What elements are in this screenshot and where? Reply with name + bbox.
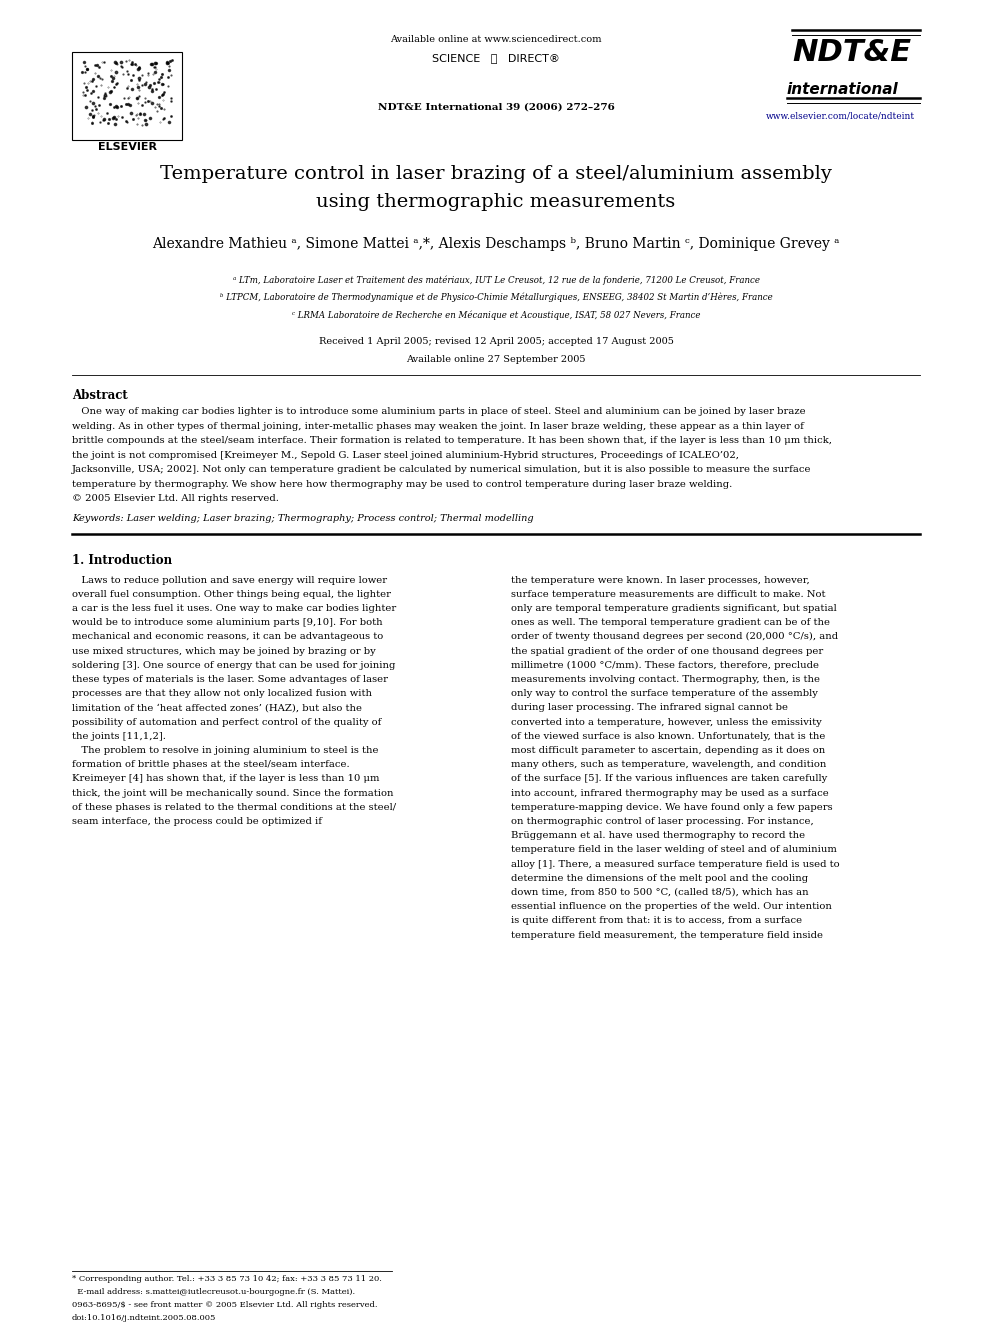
Text: ᶜ LRMA Laboratoire de Recherche en Mécanique et Acoustique, ISAT, 58 027 Nevers,: ᶜ LRMA Laboratoire de Recherche en Mécan…: [292, 310, 700, 319]
Text: millimetre (1000 °C/mm). These factors, therefore, preclude: millimetre (1000 °C/mm). These factors, …: [511, 660, 819, 669]
Text: Kreimeyer [4] has shown that, if the layer is less than 10 μm: Kreimeyer [4] has shown that, if the lay…: [72, 774, 380, 783]
Text: the spatial gradient of the order of one thousand degrees per: the spatial gradient of the order of one…: [511, 647, 823, 655]
Text: * Corresponding author. Tel.: +33 3 85 73 10 42; fax: +33 3 85 73 11 20.: * Corresponding author. Tel.: +33 3 85 7…: [72, 1275, 382, 1283]
Text: temperature by thermography. We show here how thermography may be used to contro: temperature by thermography. We show her…: [72, 479, 732, 488]
Text: the joints [11,1,2].: the joints [11,1,2].: [72, 732, 166, 741]
Text: measurements involving contact. Thermography, then, is the: measurements involving contact. Thermogr…: [511, 675, 820, 684]
Text: down time, from 850 to 500 °C, (called t8/5), which has an: down time, from 850 to 500 °C, (called t…: [511, 888, 808, 897]
Text: ᵃ LTm, Laboratoire Laser et Traitement des matériaux, IUT Le Creusot, 12 rue de : ᵃ LTm, Laboratoire Laser et Traitement d…: [232, 275, 760, 284]
Text: ᵇ LTPCM, Laboratoire de Thermodynamique et de Physico-Chimie Métallurgiques, ENS: ᵇ LTPCM, Laboratoire de Thermodynamique …: [219, 292, 773, 302]
Text: using thermographic measurements: using thermographic measurements: [316, 193, 676, 210]
Text: Temperature control in laser brazing of a steel/aluminium assembly: Temperature control in laser brazing of …: [160, 165, 832, 183]
Text: NDT&E International 39 (2006) 272–276: NDT&E International 39 (2006) 272–276: [378, 103, 614, 112]
Text: many others, such as temperature, wavelength, and condition: many others, such as temperature, wavele…: [511, 761, 826, 769]
Text: order of twenty thousand degrees per second (20,000 °C/s), and: order of twenty thousand degrees per sec…: [511, 632, 838, 642]
Bar: [72, 52, 182, 140]
Text: essential influence on the properties of the weld. Our intention: essential influence on the properties of…: [511, 902, 832, 912]
Text: temperature-mapping device. We have found only a few papers: temperature-mapping device. We have foun…: [511, 803, 832, 812]
Text: 1. Introduction: 1. Introduction: [72, 553, 173, 566]
Text: ones as well. The temporal temperature gradient can be of the: ones as well. The temporal temperature g…: [511, 618, 830, 627]
Text: Available online 27 September 2005: Available online 27 September 2005: [407, 355, 585, 364]
Text: Jacksonville, USA; 2002]. Not only can temperature gradient be calculated by num: Jacksonville, USA; 2002]. Not only can t…: [72, 464, 811, 474]
Text: into account, infrared thermography may be used as a surface: into account, infrared thermography may …: [511, 789, 828, 798]
Text: processes are that they allow not only localized fusion with: processes are that they allow not only l…: [72, 689, 372, 699]
Text: use mixed structures, which may be joined by brazing or by: use mixed structures, which may be joine…: [72, 647, 376, 655]
Text: NDT&E: NDT&E: [792, 38, 911, 67]
Text: overall fuel consumption. Other things being equal, the lighter: overall fuel consumption. Other things b…: [72, 590, 391, 599]
Text: during laser processing. The infrared signal cannot be: during laser processing. The infrared si…: [511, 704, 788, 712]
Text: formation of brittle phases at the steel/seam interface.: formation of brittle phases at the steel…: [72, 761, 349, 769]
Text: only way to control the surface temperature of the assembly: only way to control the surface temperat…: [511, 689, 817, 699]
Text: One way of making car bodies lighter is to introduce some aluminium parts in pla: One way of making car bodies lighter is …: [72, 407, 806, 415]
Text: Keywords: Laser welding; Laser brazing; Thermography; Process control; Thermal m: Keywords: Laser welding; Laser brazing; …: [72, 513, 534, 523]
Text: a car is the less fuel it uses. One way to make car bodies lighter: a car is the less fuel it uses. One way …: [72, 603, 396, 613]
Text: surface temperature measurements are difficult to make. Not: surface temperature measurements are dif…: [511, 590, 825, 599]
Text: Available online at www.sciencedirect.com: Available online at www.sciencedirect.co…: [390, 34, 602, 44]
Text: brittle compounds at the steel/seam interface. Their formation is related to tem: brittle compounds at the steel/seam inte…: [72, 437, 832, 445]
Text: Alexandre Mathieu ᵃ, Simone Mattei ᵃ,*, Alexis Deschamps ᵇ, Bruno Martin ᶜ, Domi: Alexandre Mathieu ᵃ, Simone Mattei ᵃ,*, …: [152, 237, 840, 251]
Text: doi:10.1016/j.ndteint.2005.08.005: doi:10.1016/j.ndteint.2005.08.005: [72, 1314, 216, 1322]
Text: would be to introduce some aluminium parts [9,10]. For both: would be to introduce some aluminium par…: [72, 618, 383, 627]
Text: seam interface, the process could be optimized if: seam interface, the process could be opt…: [72, 816, 322, 826]
Text: the joint is not compromised [Kreimeyer M., Sepold G. Laser steel joined alumini: the joint is not compromised [Kreimeyer …: [72, 451, 739, 459]
Text: mechanical and economic reasons, it can be advantageous to: mechanical and economic reasons, it can …: [72, 632, 383, 642]
Text: E-mail address: s.mattei@iutlecreusot.u-bourgogne.fr (S. Mattei).: E-mail address: s.mattei@iutlecreusot.u-…: [72, 1289, 355, 1297]
Text: welding. As in other types of thermal joining, inter-metallic phases may weaken : welding. As in other types of thermal jo…: [72, 422, 804, 430]
Text: © 2005 Elsevier Ltd. All rights reserved.: © 2005 Elsevier Ltd. All rights reserved…: [72, 493, 279, 503]
Text: of the surface [5]. If the various influences are taken carefully: of the surface [5]. If the various influ…: [511, 774, 827, 783]
Text: SCIENCE   ⓐ   DIRECT®: SCIENCE ⓐ DIRECT®: [433, 53, 559, 64]
Text: www.elsevier.com/locate/ndteint: www.elsevier.com/locate/ndteint: [766, 112, 915, 120]
Text: determine the dimensions of the melt pool and the cooling: determine the dimensions of the melt poo…: [511, 873, 808, 882]
Text: of the viewed surface is also known. Unfortunately, that is the: of the viewed surface is also known. Unf…: [511, 732, 825, 741]
Text: of these phases is related to the thermal conditions at the steel/: of these phases is related to the therma…: [72, 803, 396, 812]
Text: Received 1 April 2005; revised 12 April 2005; accepted 17 August 2005: Received 1 April 2005; revised 12 April …: [318, 337, 674, 347]
Text: Brüggemann et al. have used thermography to record the: Brüggemann et al. have used thermography…: [511, 831, 806, 840]
Text: Laws to reduce pollution and save energy will require lower: Laws to reduce pollution and save energy…: [72, 576, 387, 585]
Text: only are temporal temperature gradients significant, but spatial: only are temporal temperature gradients …: [511, 603, 836, 613]
Text: The problem to resolve in joining aluminium to steel is the: The problem to resolve in joining alumin…: [72, 746, 379, 755]
Text: ELSEVIER: ELSEVIER: [97, 142, 157, 152]
Text: possibility of automation and perfect control of the quality of: possibility of automation and perfect co…: [72, 717, 381, 726]
Text: the temperature were known. In laser processes, however,: the temperature were known. In laser pro…: [511, 576, 809, 585]
Text: temperature field measurement, the temperature field inside: temperature field measurement, the tempe…: [511, 930, 823, 939]
Text: on thermographic control of laser processing. For instance,: on thermographic control of laser proces…: [511, 816, 813, 826]
Text: most difficult parameter to ascertain, depending as it does on: most difficult parameter to ascertain, d…: [511, 746, 825, 755]
Text: is quite different from that: it is to access, from a surface: is quite different from that: it is to a…: [511, 917, 803, 925]
Text: temperature field in the laser welding of steel and of aluminium: temperature field in the laser welding o…: [511, 845, 837, 855]
Text: soldering [3]. One source of energy that can be used for joining: soldering [3]. One source of energy that…: [72, 660, 396, 669]
Text: converted into a temperature, however, unless the emissivity: converted into a temperature, however, u…: [511, 717, 821, 726]
Text: international: international: [787, 82, 899, 97]
Text: these types of materials is the laser. Some advantages of laser: these types of materials is the laser. S…: [72, 675, 388, 684]
Text: thick, the joint will be mechanically sound. Since the formation: thick, the joint will be mechanically so…: [72, 789, 394, 798]
Text: 0963-8695/$ - see front matter © 2005 Elsevier Ltd. All rights reserved.: 0963-8695/$ - see front matter © 2005 El…: [72, 1301, 378, 1308]
Text: limitation of the ‘heat affected zones’ (HAZ), but also the: limitation of the ‘heat affected zones’ …: [72, 704, 362, 712]
Text: alloy [1]. There, a measured surface temperature field is used to: alloy [1]. There, a measured surface tem…: [511, 860, 839, 868]
Text: Abstract: Abstract: [72, 389, 128, 402]
